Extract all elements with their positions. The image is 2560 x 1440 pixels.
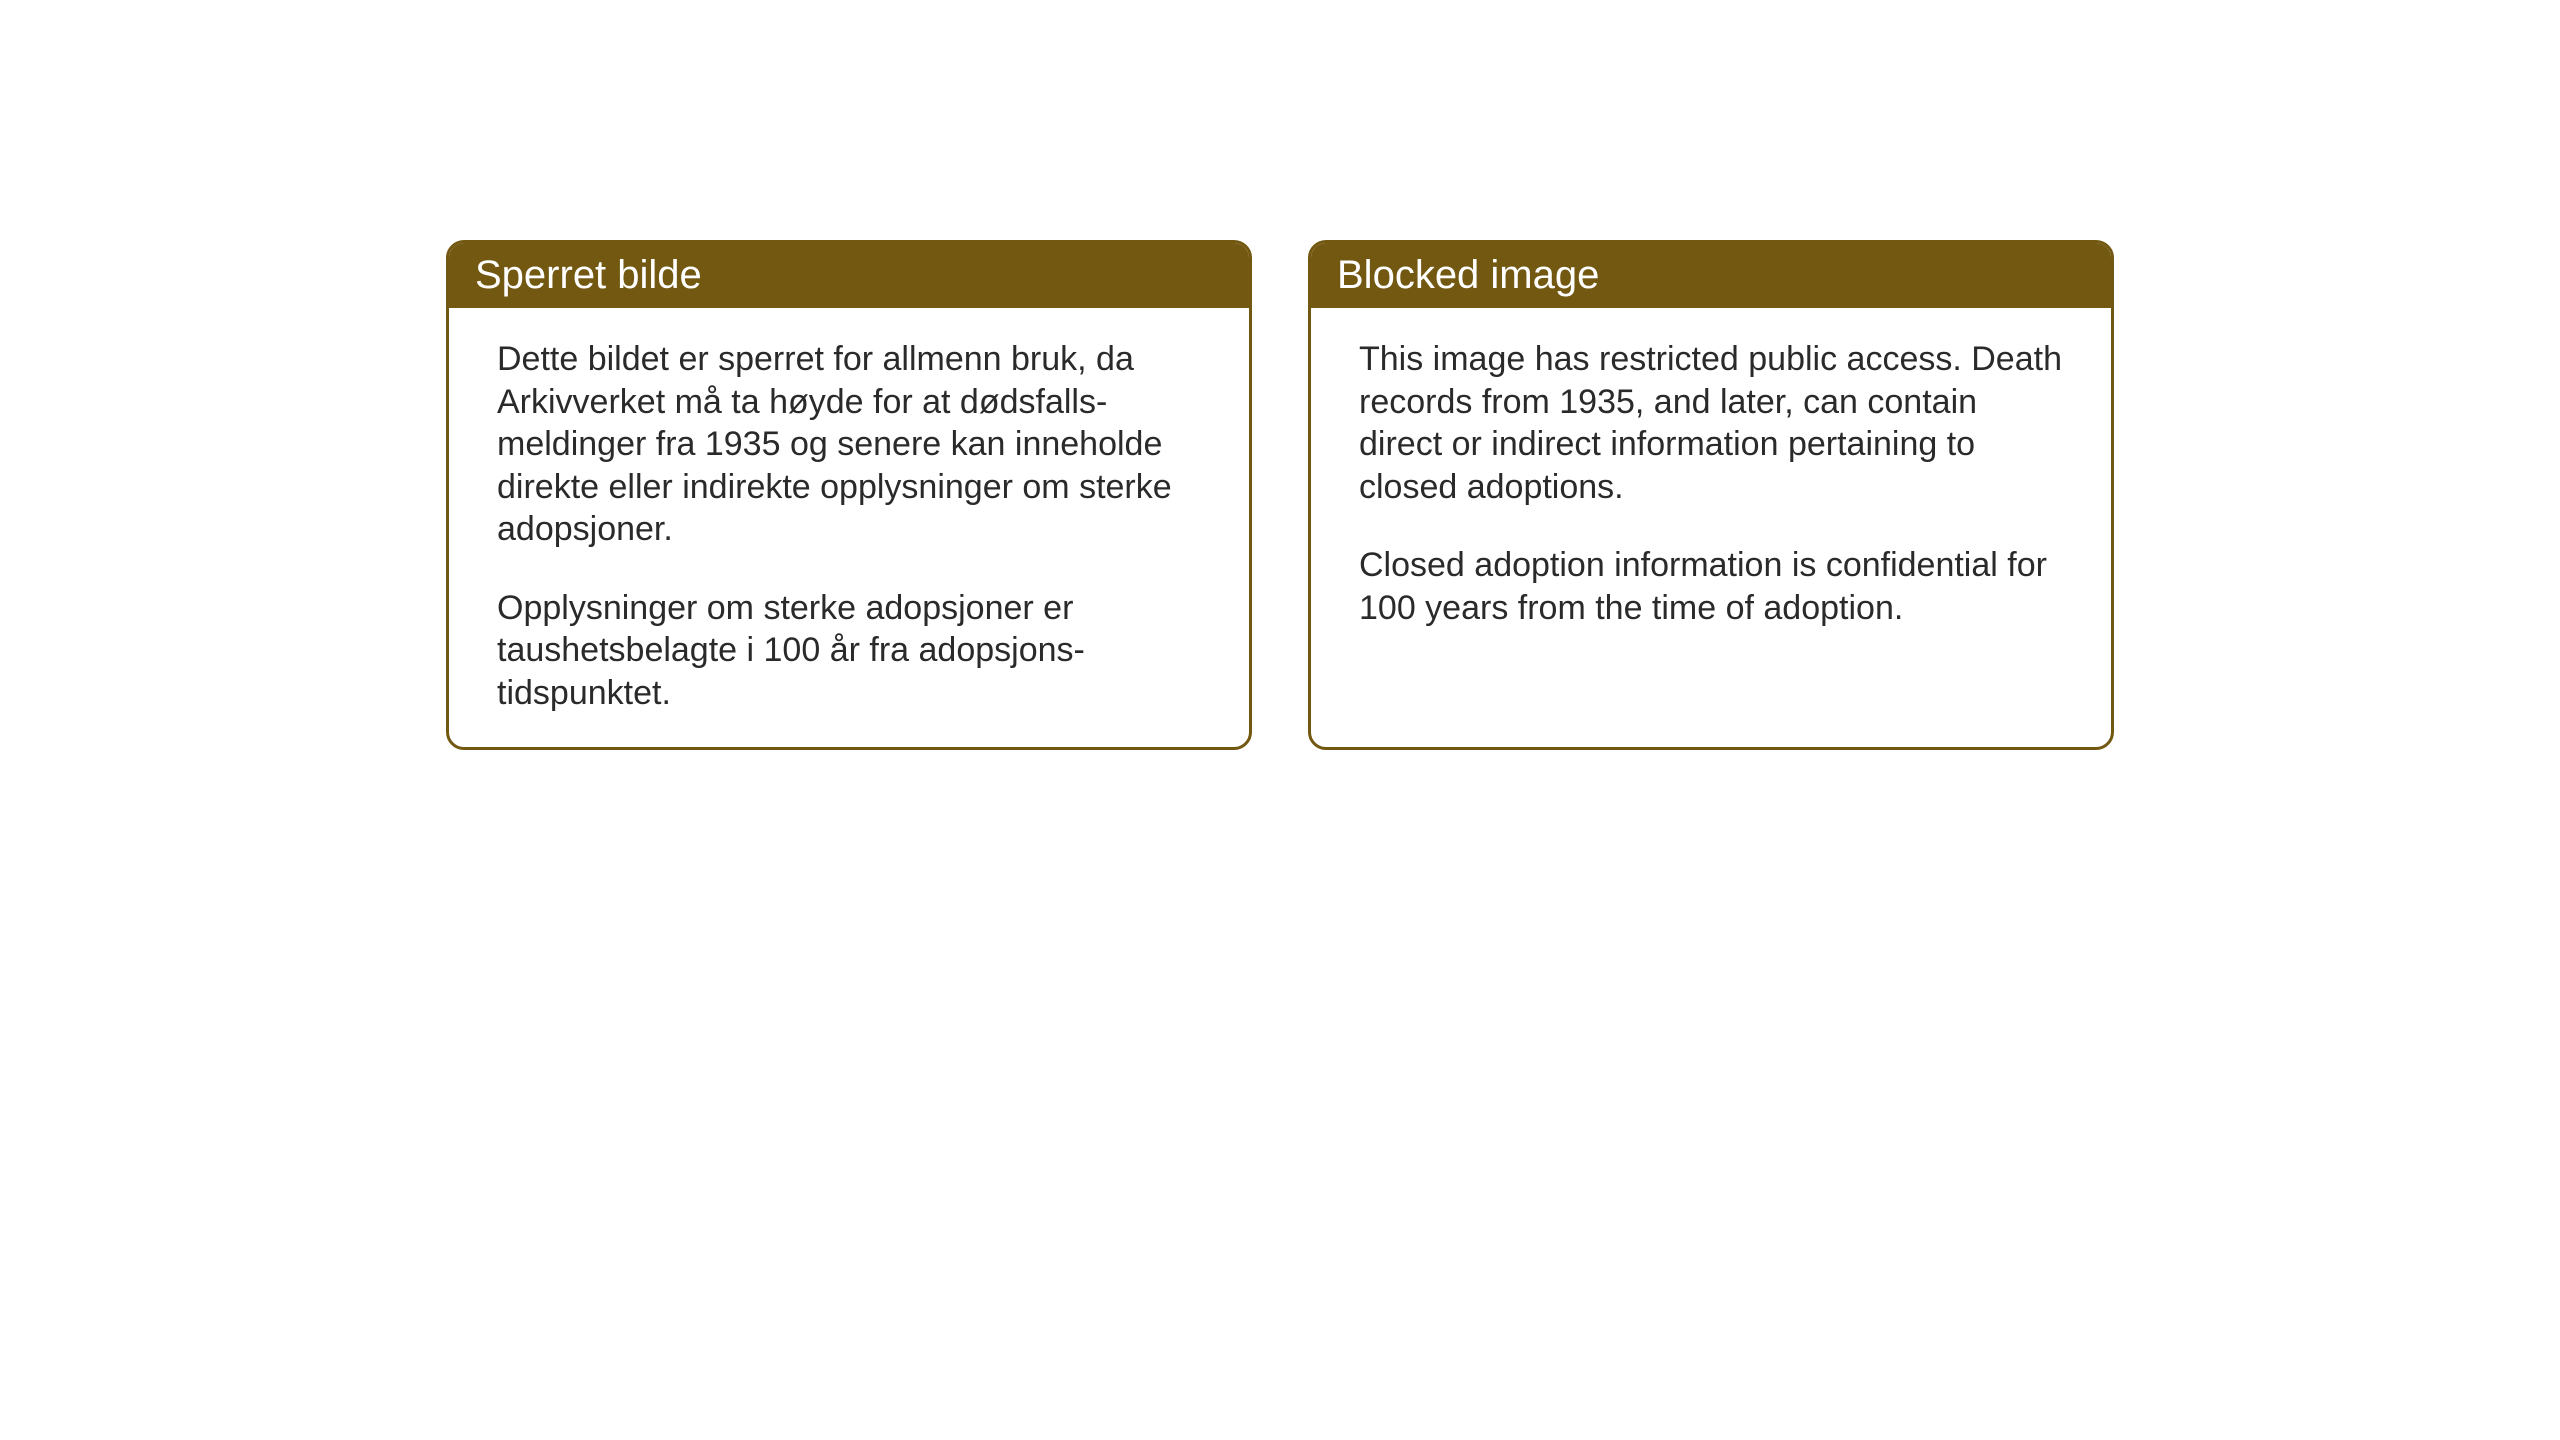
card-paragraph-2-english: Closed adoption information is confident… (1359, 544, 2063, 629)
notice-container: Sperret bilde Dette bildet er sperret fo… (446, 240, 2114, 750)
card-body-norwegian: Dette bildet er sperret for allmenn bruk… (449, 308, 1249, 750)
card-title-english: Blocked image (1337, 253, 1599, 297)
card-header-norwegian: Sperret bilde (449, 243, 1249, 308)
card-title-norwegian: Sperret bilde (475, 253, 702, 297)
card-paragraph-1-norwegian: Dette bildet er sperret for allmenn bruk… (497, 338, 1201, 551)
card-body-english: This image has restricted public access.… (1311, 308, 2111, 669)
card-header-english: Blocked image (1311, 243, 2111, 308)
card-paragraph-1-english: This image has restricted public access.… (1359, 338, 2063, 508)
blocked-image-card-english: Blocked image This image has restricted … (1308, 240, 2114, 750)
card-paragraph-2-norwegian: Opplysninger om sterke adopsjoner er tau… (497, 587, 1201, 715)
blocked-image-card-norwegian: Sperret bilde Dette bildet er sperret fo… (446, 240, 1252, 750)
